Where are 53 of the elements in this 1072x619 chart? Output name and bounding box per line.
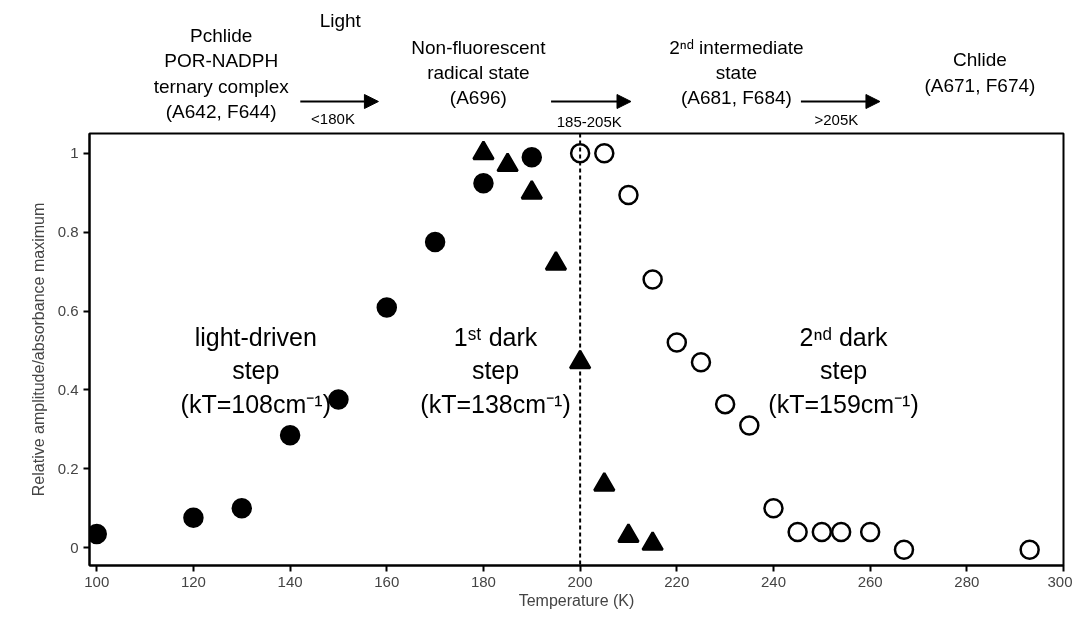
x-tick-label: 200 — [567, 572, 593, 590]
annotation: 1ˢᵗ dark step (kT=138cm⁻¹) — [420, 322, 571, 418]
x-tick-label: 220 — [664, 572, 690, 590]
point — [231, 498, 253, 519]
point — [690, 352, 712, 373]
y-tick-label: 0.6 — [57, 302, 79, 320]
point — [183, 507, 204, 528]
point — [594, 142, 615, 164]
point — [424, 231, 446, 253]
x-tick-label: 260 — [857, 572, 883, 590]
point — [569, 142, 591, 164]
text: Chlide (A671, F674) — [924, 49, 1036, 96]
point — [376, 297, 398, 318]
text: Non-fluorescent radical state (A696) — [411, 36, 547, 109]
point — [1019, 539, 1040, 560]
point — [714, 393, 736, 415]
text: <180K — [311, 110, 355, 127]
x-tick-label: 100 — [84, 572, 110, 590]
y-axis-title: Relative amplitude/absorbance maximum — [29, 202, 47, 497]
x-tick-label: 120 — [180, 572, 206, 590]
point — [666, 332, 688, 353]
annotation: 2ⁿᵈ dark step (kT=159cm⁻¹) — [768, 322, 919, 418]
text: Pchlide POR-NADPH ternary complex (A642, F644) — [153, 25, 290, 122]
point — [473, 172, 494, 194]
x-tick-label: 240 — [760, 572, 786, 590]
x-tick-label: 160 — [374, 572, 400, 590]
x-tick-label: 140 — [277, 572, 303, 590]
text: 185-205K — [556, 113, 622, 130]
y-tick-label: 0 — [70, 538, 79, 556]
point — [642, 269, 663, 290]
y-tick-label: 1 — [70, 144, 79, 162]
point — [618, 184, 639, 206]
point — [811, 521, 833, 543]
text: Light — [319, 10, 362, 31]
point — [763, 498, 784, 519]
x-tick-label: 300 — [1047, 572, 1072, 590]
y-tick-label: 0.2 — [57, 459, 79, 477]
annotation: light-driven step (kT=108cm⁻¹) — [180, 322, 331, 418]
point — [893, 539, 915, 560]
point — [859, 521, 881, 543]
x-tick-label: 280 — [954, 572, 980, 590]
point — [787, 521, 808, 543]
point — [739, 415, 760, 436]
text: >205K — [814, 111, 859, 128]
x-axis-title: Temperature (K) — [518, 591, 635, 609]
x-tick-label: 180 — [470, 572, 496, 590]
y-tick-label: 0.4 — [57, 380, 79, 398]
y-tick-label: 0.8 — [57, 223, 79, 241]
text: 2ⁿᵈ intermediate state (A681, F684) — [669, 36, 804, 109]
point — [279, 425, 301, 446]
point — [328, 389, 349, 410]
point — [830, 521, 852, 543]
point — [521, 146, 543, 168]
